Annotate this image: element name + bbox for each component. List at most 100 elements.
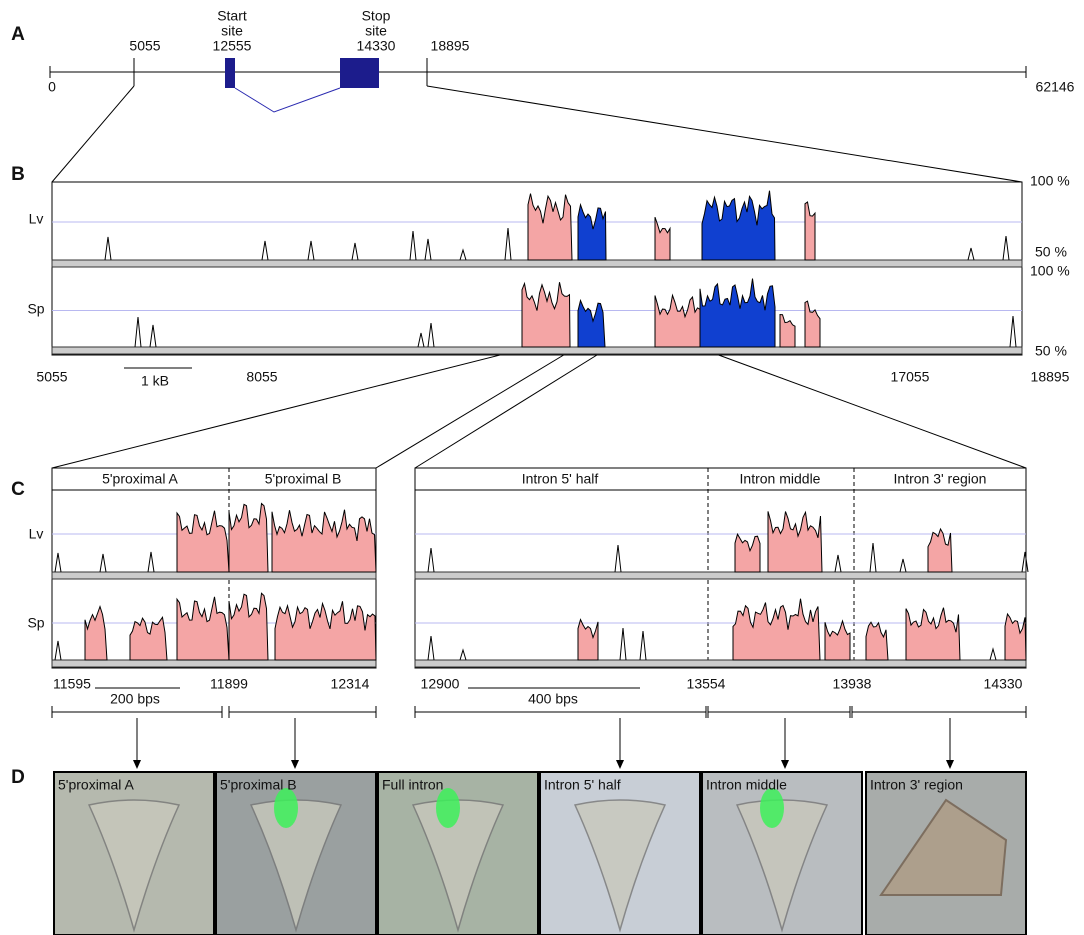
conserved-region bbox=[825, 621, 850, 660]
label: Lv bbox=[29, 526, 44, 542]
track-bar bbox=[415, 572, 1026, 579]
conserved-region bbox=[229, 593, 268, 660]
profile-bump bbox=[640, 631, 646, 660]
profile-bump bbox=[418, 333, 424, 347]
profile-bump bbox=[410, 231, 416, 260]
label: 13938 bbox=[833, 676, 872, 692]
arrow-head bbox=[133, 760, 141, 769]
track-bar bbox=[52, 660, 376, 667]
conserved-region bbox=[522, 282, 570, 347]
label: 18895 bbox=[1031, 369, 1070, 385]
profile-bump bbox=[55, 641, 61, 660]
label: 5'proximal A bbox=[102, 471, 178, 487]
conserved-region bbox=[130, 617, 167, 660]
conserved-region bbox=[578, 205, 606, 260]
conserved-region bbox=[229, 504, 268, 573]
label: 12900 bbox=[421, 676, 460, 692]
label: 13554 bbox=[687, 676, 726, 692]
profile-bump bbox=[615, 545, 621, 572]
conserved-region bbox=[275, 601, 376, 660]
gfp-signal bbox=[274, 788, 298, 828]
label: C bbox=[11, 479, 25, 500]
label: 0 bbox=[48, 79, 56, 95]
profile-bump bbox=[105, 237, 111, 260]
label: 50 % bbox=[1035, 244, 1067, 260]
label: 400 bps bbox=[528, 691, 578, 707]
conserved-region bbox=[177, 597, 229, 660]
label: 11899 bbox=[210, 676, 248, 692]
conserved-region bbox=[805, 301, 820, 347]
profile-bump bbox=[460, 250, 466, 260]
label: 5'proximal B bbox=[220, 777, 297, 793]
profile-bump bbox=[428, 636, 434, 660]
profile-bump bbox=[968, 248, 974, 260]
profile-bump bbox=[308, 241, 314, 260]
label: 18895 bbox=[431, 38, 470, 54]
label: 5055 bbox=[36, 369, 67, 385]
label: Intron middle bbox=[740, 471, 821, 487]
label: 14330 bbox=[984, 676, 1023, 692]
conserved-region bbox=[700, 279, 775, 347]
profile-bump bbox=[55, 553, 61, 572]
label: site bbox=[221, 23, 243, 39]
label: D bbox=[11, 767, 25, 788]
profile-bump bbox=[835, 555, 841, 572]
figure: ABCD505518895Startsite12555Stopsite14330… bbox=[0, 0, 1084, 935]
conserved-region bbox=[578, 620, 598, 660]
profile-bump bbox=[870, 543, 876, 572]
label: 50 % bbox=[1035, 343, 1067, 359]
label: Stop bbox=[362, 8, 391, 24]
track-bar bbox=[52, 572, 376, 579]
label: 100 % bbox=[1030, 173, 1070, 189]
profile-bump bbox=[425, 239, 431, 260]
profile-bump bbox=[428, 548, 434, 572]
label: Sp bbox=[27, 301, 44, 317]
label: 5055 bbox=[129, 38, 160, 54]
label: 11595 bbox=[53, 676, 91, 692]
label: Intron 3' region bbox=[870, 777, 963, 793]
profile-bump bbox=[148, 552, 154, 572]
conserved-region bbox=[272, 510, 376, 572]
track-bar bbox=[52, 347, 1022, 354]
conserved-region bbox=[735, 534, 760, 572]
conserved-region bbox=[177, 511, 229, 572]
label: 12555 bbox=[213, 38, 252, 54]
label: Intron middle bbox=[706, 777, 787, 793]
label: 1 kB bbox=[141, 373, 169, 389]
conserved-region bbox=[780, 315, 795, 348]
gfp-signal bbox=[760, 788, 784, 828]
profile-bump bbox=[352, 243, 358, 260]
conserved-region bbox=[733, 599, 820, 660]
profile-bump bbox=[505, 228, 511, 260]
label: Lv bbox=[29, 211, 44, 227]
gfp-signal bbox=[436, 788, 460, 828]
profile-bump bbox=[620, 628, 626, 660]
label: 62146 bbox=[1036, 79, 1075, 95]
label: Intron 5' half bbox=[544, 777, 621, 793]
label: 14330 bbox=[357, 38, 396, 54]
label: B bbox=[11, 164, 25, 185]
arrow-head bbox=[291, 760, 299, 769]
arrow-head bbox=[781, 760, 789, 769]
label: 5'proximal B bbox=[265, 471, 342, 487]
label: Full intron bbox=[382, 777, 443, 793]
profile-bump bbox=[990, 649, 996, 660]
label: 8055 bbox=[246, 369, 277, 385]
label: Intron 3' region bbox=[894, 471, 987, 487]
conserved-region bbox=[702, 191, 775, 260]
track-bar bbox=[415, 660, 1026, 667]
profile-bump bbox=[900, 559, 906, 572]
label: 12314 bbox=[331, 676, 370, 692]
label: site bbox=[365, 23, 387, 39]
conserved-region bbox=[655, 295, 700, 347]
track-bar bbox=[52, 260, 1022, 267]
arrow-head bbox=[616, 760, 624, 769]
conserved-region bbox=[928, 529, 952, 572]
label: 5'proximal A bbox=[58, 777, 134, 793]
label: Sp bbox=[27, 615, 44, 631]
profile-bump bbox=[460, 650, 466, 660]
profile-bump bbox=[100, 554, 106, 572]
label: Start bbox=[217, 8, 247, 24]
arrow-head bbox=[946, 760, 954, 769]
label: 200 bps bbox=[110, 691, 160, 707]
